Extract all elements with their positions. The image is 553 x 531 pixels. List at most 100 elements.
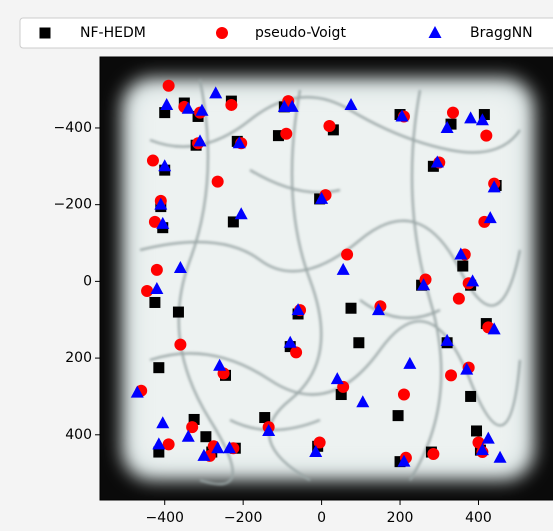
point xyxy=(395,109,409,122)
point xyxy=(280,127,293,140)
point xyxy=(440,120,454,133)
point xyxy=(454,247,468,260)
point xyxy=(445,118,457,130)
point xyxy=(283,335,297,348)
point xyxy=(159,107,171,119)
legend: NF-HEDM pseudo-Voigt BraggNN xyxy=(19,17,553,49)
point xyxy=(397,388,410,401)
point xyxy=(174,338,187,351)
grain-boundaries xyxy=(139,79,522,485)
point xyxy=(209,86,223,99)
point xyxy=(146,154,159,167)
point xyxy=(392,410,404,422)
point xyxy=(291,303,305,316)
y-tick-label: 400 xyxy=(65,427,92,443)
point xyxy=(330,372,344,385)
point xyxy=(158,159,172,172)
legend-box xyxy=(19,17,553,49)
point xyxy=(162,438,175,451)
point xyxy=(481,431,495,444)
point xyxy=(197,448,211,461)
point xyxy=(225,98,238,111)
point xyxy=(371,303,385,316)
point xyxy=(341,248,354,261)
point xyxy=(487,180,501,193)
point xyxy=(403,356,417,369)
point xyxy=(232,136,246,149)
point xyxy=(397,454,411,467)
point xyxy=(156,216,170,229)
sample-core xyxy=(138,94,518,464)
point xyxy=(234,207,248,220)
point xyxy=(394,456,406,468)
point xyxy=(173,260,187,273)
x-tick-label: 0 xyxy=(317,510,326,526)
point xyxy=(186,421,199,434)
point xyxy=(172,306,184,318)
point xyxy=(344,97,358,110)
points xyxy=(130,79,507,468)
legend-marker xyxy=(216,27,228,39)
point xyxy=(353,337,365,349)
point xyxy=(464,111,478,124)
point xyxy=(262,423,276,436)
point xyxy=(478,109,490,121)
point xyxy=(457,260,469,272)
point xyxy=(345,302,357,314)
point xyxy=(475,443,489,456)
point xyxy=(440,333,454,346)
point xyxy=(471,425,483,437)
legend-marker xyxy=(39,27,51,39)
y-tick-label: 200 xyxy=(65,350,92,366)
legend-label: pseudo-Voigt xyxy=(255,25,346,41)
y-tick-label: −200 xyxy=(54,197,92,213)
point xyxy=(356,395,370,408)
point xyxy=(323,120,336,133)
point xyxy=(315,191,329,204)
point xyxy=(188,413,200,425)
legend-marker xyxy=(428,26,442,38)
point xyxy=(290,346,303,359)
point xyxy=(466,274,480,287)
point xyxy=(452,292,465,305)
point xyxy=(309,445,323,458)
point xyxy=(227,216,239,228)
x-tick-label: −200 xyxy=(224,510,262,526)
point xyxy=(156,416,170,429)
point xyxy=(446,106,459,119)
point xyxy=(211,175,224,188)
point xyxy=(487,322,501,335)
point xyxy=(195,103,209,116)
point xyxy=(480,129,493,142)
point xyxy=(335,389,347,401)
point xyxy=(149,296,161,308)
point xyxy=(493,450,507,463)
point xyxy=(152,437,166,450)
point xyxy=(465,390,477,402)
point xyxy=(475,113,489,126)
point xyxy=(154,197,168,210)
point xyxy=(285,99,299,112)
point xyxy=(430,155,444,168)
x-tick-label: 400 xyxy=(465,510,492,526)
point xyxy=(150,282,164,295)
point xyxy=(272,130,284,142)
point xyxy=(181,429,195,442)
point xyxy=(181,101,195,114)
point xyxy=(193,134,207,147)
point xyxy=(160,97,174,110)
point xyxy=(211,441,225,454)
point xyxy=(445,369,458,382)
y-tick-label: 0 xyxy=(83,273,92,289)
point xyxy=(336,262,350,275)
legend-label: NF-HEDM xyxy=(80,25,146,41)
point xyxy=(130,385,144,398)
point xyxy=(460,362,474,375)
point xyxy=(313,436,326,449)
point xyxy=(141,284,154,297)
point xyxy=(162,79,175,92)
point xyxy=(153,446,165,458)
legend-label: BraggNN xyxy=(470,25,533,41)
